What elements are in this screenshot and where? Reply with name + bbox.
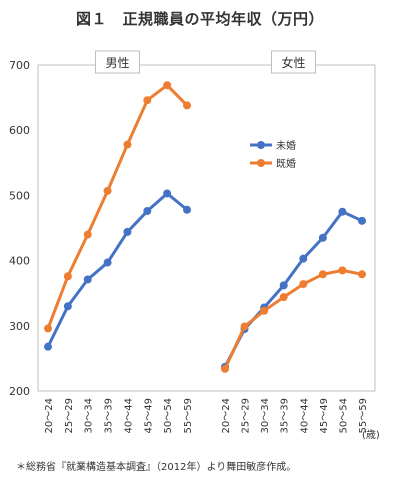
data-point — [163, 189, 172, 198]
data-point — [279, 281, 288, 290]
x-tick-label: 35～39 — [104, 398, 115, 433]
data-point — [143, 207, 152, 216]
data-point — [221, 364, 229, 373]
data-point — [260, 306, 269, 315]
series-line — [46, 83, 189, 329]
data-point — [183, 205, 192, 214]
data-point — [357, 270, 366, 279]
data-point — [83, 230, 92, 239]
x-tick-label: 35～39 — [280, 398, 291, 433]
data-point — [357, 216, 366, 225]
x-tick-label: 30～34 — [84, 398, 95, 433]
data-point — [338, 266, 347, 275]
y-tick-label: 300 — [9, 320, 30, 333]
y-tick-label: 600 — [9, 124, 30, 137]
x-tick-label: 55～59 — [183, 398, 194, 433]
data-point — [240, 322, 249, 331]
x-tick-label: 25～29 — [241, 398, 252, 433]
data-point — [63, 302, 72, 311]
panel-label: 女性 — [281, 55, 305, 70]
data-point — [183, 101, 192, 110]
plot-area — [37, 64, 376, 392]
legend-label: 既婚 — [276, 157, 296, 170]
data-point — [299, 280, 308, 289]
y-tick-label: 400 — [9, 255, 30, 268]
series-line — [223, 268, 363, 370]
data-point — [143, 96, 152, 105]
legend-marker — [257, 141, 265, 149]
data-point — [338, 207, 347, 216]
data-point — [63, 272, 72, 281]
source-note: ＊総務省『就業構造基本調査』（2012年）より舞田敏彦作成。 — [16, 462, 297, 473]
series-line — [46, 191, 188, 348]
panel-label: 男性 — [106, 56, 130, 70]
panel-label-box — [270, 50, 316, 74]
x-tick-label: 55～59 — [358, 398, 369, 433]
data-point — [318, 270, 327, 279]
x-tick-label: 40～44 — [299, 398, 310, 433]
data-point — [163, 81, 172, 90]
data-point — [123, 140, 132, 149]
data-point — [103, 186, 112, 195]
panel-label-box — [95, 50, 141, 74]
data-point — [103, 258, 112, 267]
x-tick-label: 50～54 — [163, 398, 174, 433]
x-tick-label: 25～29 — [64, 398, 75, 433]
y-tick-label: 700 — [9, 59, 30, 72]
legend-marker — [257, 159, 265, 167]
data-point — [44, 342, 52, 351]
data-point — [123, 227, 132, 236]
y-tick-label: 200 — [9, 385, 30, 398]
figure-title: 図１ 正規職員の平均年収（万円） — [75, 10, 324, 28]
x-tick-label: 20～24 — [221, 398, 232, 433]
data-point — [83, 275, 92, 284]
y-tick-label: 500 — [9, 189, 30, 202]
x-tick-label: 50～54 — [338, 398, 349, 433]
x-tick-label: 45～49 — [319, 398, 330, 433]
data-point — [318, 233, 327, 242]
x-unit-label: (歳) — [362, 429, 380, 441]
x-tick-label: 30～34 — [260, 398, 271, 433]
data-point — [44, 324, 52, 333]
data-point — [299, 254, 308, 263]
legend-label: 未婚 — [276, 139, 296, 152]
x-tick-label: 45～49 — [143, 398, 154, 433]
x-tick-label: 20～24 — [44, 398, 55, 433]
x-tick-label: 40～44 — [123, 398, 134, 433]
data-point — [279, 293, 288, 302]
